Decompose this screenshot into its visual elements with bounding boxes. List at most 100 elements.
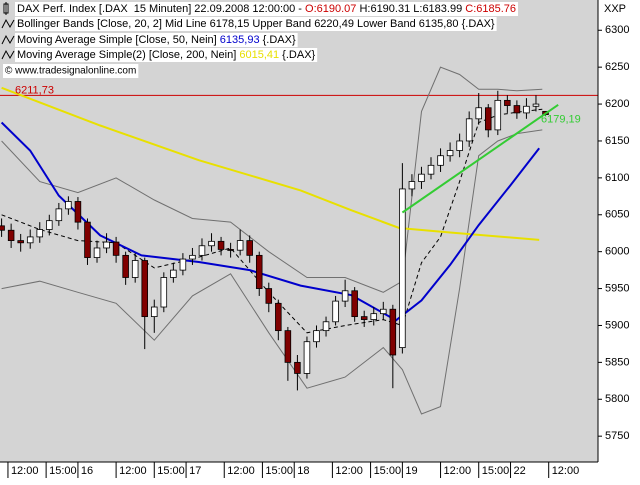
- candle-body: [399, 188, 406, 349]
- candle-body: [122, 254, 129, 278]
- candle-body: [322, 321, 330, 332]
- candle-body: [246, 240, 253, 256]
- candle-body: [446, 150, 454, 157]
- y-tick-label: 5850: [605, 356, 629, 368]
- legend-icon: [1, 34, 15, 45]
- legend-text: Moving Average Simple [Close, 50, Nein]: [17, 34, 220, 46]
- y-tick-label: 5800: [605, 393, 629, 405]
- candle-body: [170, 269, 177, 278]
- candle-body: [408, 181, 416, 190]
- x-tick-label: 22: [514, 465, 526, 477]
- candle-body: [0, 225, 5, 231]
- candle-body: [112, 241, 120, 256]
- legend-text: {.DAX}: [279, 49, 315, 61]
- x-tick-label: 15:00: [157, 465, 185, 477]
- candle-body: [418, 173, 425, 182]
- candle-body: [55, 208, 63, 222]
- corner-label: XXP: [604, 3, 626, 15]
- x-tick-label: 12:00: [11, 465, 39, 477]
- candle-body: [217, 240, 225, 250]
- candle-body: [265, 288, 273, 304]
- candle-body: [198, 245, 206, 256]
- legend-text: 6015,41: [239, 49, 279, 61]
- legend-text: H:6190.31 L:6183.99: [356, 3, 465, 15]
- y-tick-label: 6150: [605, 135, 629, 147]
- candle-body: [427, 164, 435, 175]
- y-tick-label: 6250: [605, 61, 629, 73]
- x-tick-label: 15:00: [265, 465, 293, 477]
- x-tick-label: 12:00: [335, 465, 363, 477]
- indicator-line: [0, 121, 540, 322]
- candle-body: [532, 103, 540, 107]
- candle-body: [504, 99, 511, 106]
- candle-body: [189, 254, 196, 260]
- legend-icon: [1, 49, 15, 60]
- candle-body: [456, 140, 463, 151]
- plot: [0, 66, 598, 415]
- candle-body: [341, 290, 349, 302]
- candle-body: [74, 201, 82, 223]
- x-tick-label: 12:00: [119, 465, 147, 477]
- candle-body: [7, 229, 15, 241]
- candle-body: [475, 107, 482, 120]
- candle-body: [65, 201, 72, 210]
- candle-body: [380, 308, 387, 315]
- x-tick-label: 15:00: [482, 465, 510, 477]
- y-tick-label: 6300: [605, 24, 629, 36]
- x-tick-label: 15:00: [374, 465, 402, 477]
- candle-body: [17, 240, 24, 244]
- legend-entry: Moving Average Simple(2) [Close, 200, Ne…: [17, 49, 316, 61]
- legend-background: [15, 17, 497, 31]
- candle-body: [131, 260, 139, 278]
- candle-body: [465, 118, 473, 142]
- legend-background: [15, 33, 298, 47]
- x-tick-label: 17: [189, 465, 201, 477]
- candle-body: [151, 306, 158, 318]
- candle-body: [36, 229, 44, 238]
- candle-body: [360, 316, 368, 320]
- x-tick-label: 18: [297, 465, 309, 477]
- legend-text: C:6185.76: [465, 3, 516, 15]
- source-text: © www.tradesignalonline.com: [5, 66, 136, 77]
- candle-body: [523, 105, 530, 114]
- candle-body: [437, 155, 444, 166]
- candle-body: [227, 249, 234, 251]
- legend: DAX Perf. Index [.DAX 15 Minuten] 22.09.…: [1, 2, 519, 78]
- candle-body: [93, 247, 101, 258]
- x-tick-label: 12:00: [552, 465, 580, 477]
- candle-body: [236, 240, 244, 251]
- indicator-line: [1, 129, 543, 415]
- indicator-line: [1, 66, 543, 293]
- candle-body: [370, 313, 378, 320]
- candle-body: [513, 105, 521, 114]
- y-tick-label: 6100: [605, 172, 629, 184]
- candle-body: [332, 300, 339, 323]
- candle-body: [313, 330, 320, 343]
- candle-body: [484, 107, 492, 131]
- legend-text: Bollinger Bands [Close, 20, 2] Mid Line …: [17, 18, 495, 30]
- candle-body: [141, 260, 148, 318]
- candle-body: [255, 254, 263, 289]
- legend-background: [15, 2, 519, 16]
- candle-body: [208, 240, 215, 247]
- candle-body: [160, 277, 168, 308]
- y-tick-label: 5900: [605, 319, 629, 331]
- candle-body: [303, 341, 311, 374]
- x-tick-label: 15:00: [49, 465, 77, 477]
- trend-price-label: 6179,19: [541, 113, 581, 125]
- source-background: [3, 64, 139, 78]
- candle-body: [389, 308, 397, 356]
- legend-text: Moving Average Simple(2) [Close, 200, Ne…: [17, 49, 239, 61]
- y-tick-label: 5950: [605, 282, 629, 294]
- legend-icon: [1, 18, 15, 29]
- candle-body: [46, 220, 53, 230]
- legend-text: DAX Perf. Index [.DAX 15 Minuten] 22.09.…: [17, 3, 305, 15]
- legend-text: 6135,93: [220, 34, 260, 46]
- candle-body: [294, 361, 301, 374]
- legend-entry: Moving Average Simple [Close, 50, Nein] …: [17, 34, 296, 46]
- trend-line: [401, 103, 559, 214]
- candle-body: [26, 236, 34, 244]
- legend-background: [15, 48, 318, 62]
